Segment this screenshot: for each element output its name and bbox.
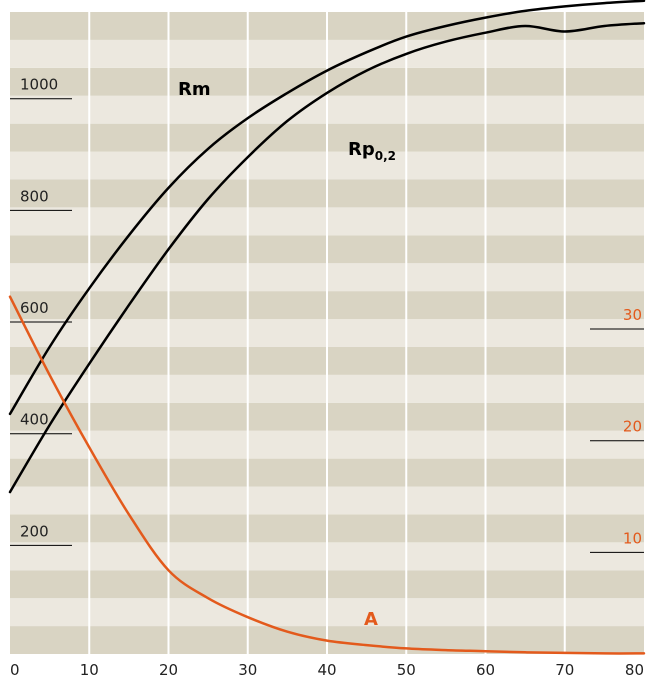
label-rp: Rp0,2 xyxy=(348,139,396,163)
ytick-label-200: 200 xyxy=(20,522,49,540)
y2tick-label-30: 30 xyxy=(623,306,642,324)
label-rp-main: Rp xyxy=(348,139,375,160)
xtick-label-0: 0 xyxy=(10,661,20,679)
series-line-a xyxy=(8,295,646,655)
right-y-ticks: 10 20 30 xyxy=(590,306,644,553)
xtick-label-10: 10 xyxy=(80,661,99,679)
ytick-label-400: 400 xyxy=(20,411,49,429)
y2tick-label-20: 20 xyxy=(623,418,642,436)
series-line-rm xyxy=(8,0,646,416)
ytick-label-600: 600 xyxy=(20,299,49,317)
y2tick-label-10: 10 xyxy=(623,529,642,547)
xtick-label-80: 80 xyxy=(625,661,644,679)
series-labels: Rm Rp0,2 A xyxy=(178,79,396,630)
label-rm: Rm xyxy=(178,79,211,100)
left-y-ticks: 200 400 600 800 1000 xyxy=(10,76,72,546)
xtick-label-50: 50 xyxy=(397,661,416,679)
xtick-label-20: 20 xyxy=(159,661,178,679)
xtick-label-70: 70 xyxy=(555,661,574,679)
series-line-rp xyxy=(8,21,646,494)
x-ticks: 0 10 20 30 40 50 60 70 80 xyxy=(10,661,644,679)
xtick-label-30: 30 xyxy=(238,661,257,679)
ytick-label-800: 800 xyxy=(20,187,49,205)
label-a: A xyxy=(364,609,378,630)
xtick-label-40: 40 xyxy=(317,661,336,679)
ytick-label-1000: 1000 xyxy=(20,76,58,94)
series-lines xyxy=(8,0,646,655)
xtick-label-60: 60 xyxy=(476,661,495,679)
label-rp-sub: 0,2 xyxy=(375,149,396,163)
